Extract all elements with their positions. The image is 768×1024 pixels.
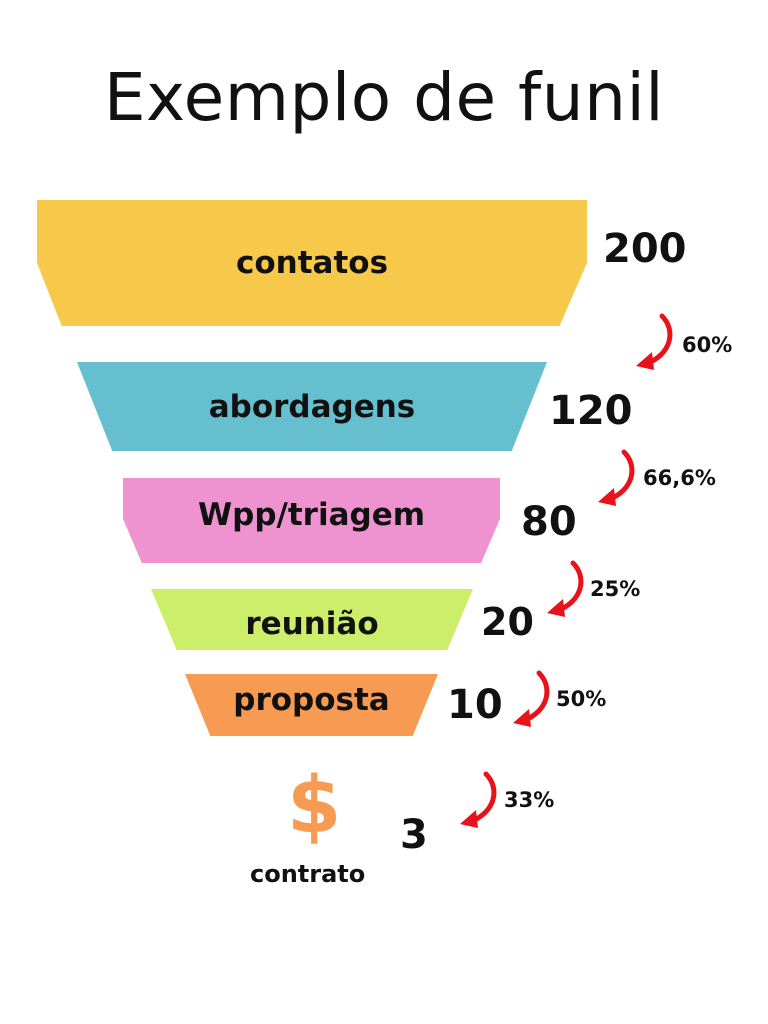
stage-label: reunião: [245, 605, 379, 642]
curved-arrow-icon: [598, 449, 635, 506]
funnel-stage-proposta: proposta: [185, 674, 438, 736]
stage-count-abordagens: 120: [549, 388, 633, 434]
stage-label: abordagens: [208, 388, 416, 425]
stage-count-contatos: 200: [603, 226, 687, 272]
dollar-symbol: $: [287, 761, 342, 851]
conversion-rate: 50%: [556, 687, 607, 711]
stage-count-reuniao: 20: [481, 600, 534, 644]
conversion-rate: 25%: [590, 577, 641, 601]
stage-label: contatos: [235, 245, 389, 281]
stage-count-proposta: 10: [447, 682, 503, 728]
funnel-stage-abordagens: abordagens: [77, 362, 547, 451]
stage-count-triagem: 80: [521, 499, 577, 545]
funnel-stage-contatos: contatos: [37, 200, 587, 326]
stage-count-contrato: 3: [400, 812, 428, 858]
curved-arrow-icon: [460, 771, 497, 828]
stage-label: Wpp/triagem: [197, 496, 426, 533]
contrato-label: contrato: [250, 860, 366, 888]
conversion-rate: 60%: [682, 333, 733, 357]
dollar-icon: $: [287, 766, 341, 846]
curved-arrow-icon: [513, 670, 550, 727]
funnel-stage-triagem: Wpp/triagem: [123, 478, 500, 563]
curved-arrow-icon: [636, 313, 673, 370]
conversion-rate: 33%: [504, 788, 555, 812]
stage-label: proposta: [233, 682, 390, 718]
curved-arrow-icon: [547, 560, 584, 617]
conversion-rate: 66,6%: [643, 466, 716, 490]
funnel-stage-reuniao: reunião: [151, 589, 473, 650]
page-title: Exemplo de funil: [103, 59, 665, 136]
